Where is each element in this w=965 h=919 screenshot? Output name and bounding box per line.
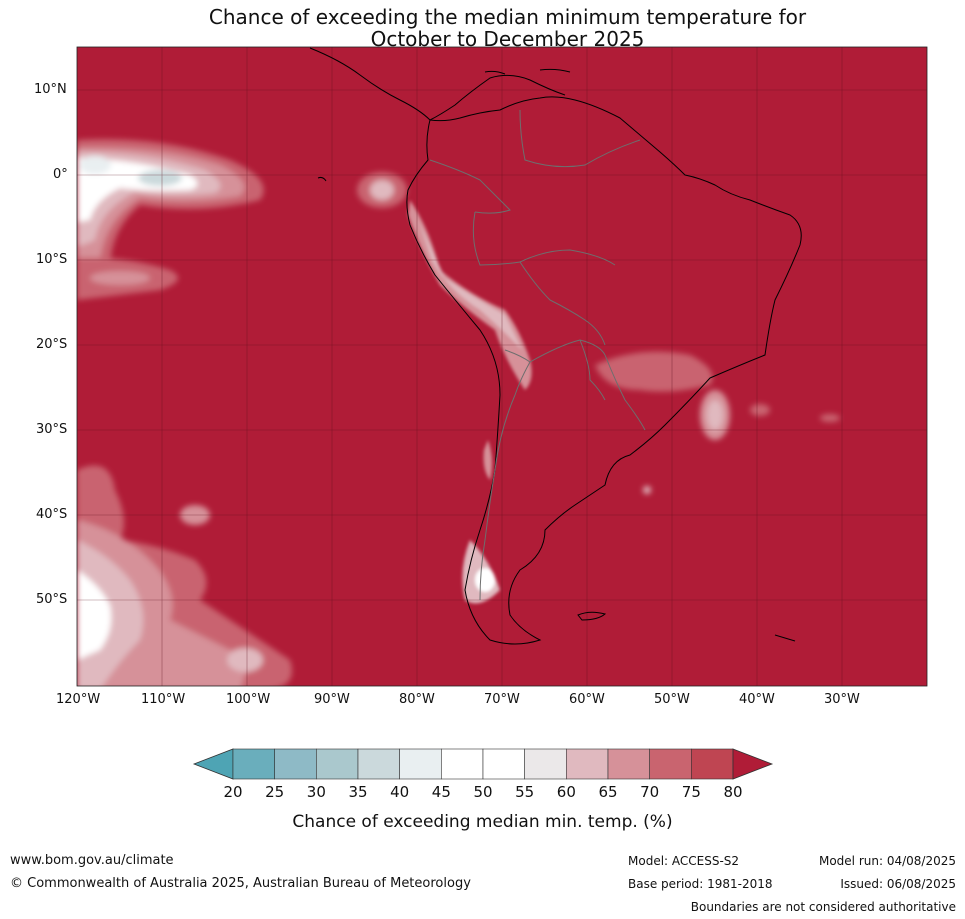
copyright-text: © Commonwealth of Australia 2025, Austra… — [10, 876, 471, 891]
colorbar-high-extend — [732, 748, 774, 780]
base-period: Base period: 1981-2018 — [628, 877, 773, 891]
lon-label-30w: 30°W — [824, 692, 860, 707]
south-georgia — [774, 634, 796, 642]
lat-label-10s: 10°S — [36, 252, 68, 267]
colorbar-low-extend — [192, 748, 234, 780]
colorbar-cell — [649, 748, 692, 780]
lat-label-50s: 50°S — [36, 592, 68, 607]
south-atlantic-patch — [595, 351, 840, 494]
lat-label-40s: 40°S — [36, 507, 68, 522]
colorbar-tick-label: 60 — [556, 783, 576, 801]
colorbar-tick-label: 75 — [681, 783, 701, 801]
colorbar — [192, 748, 774, 780]
graticule — [77, 47, 927, 686]
colorbar-cell — [607, 748, 650, 780]
model-run-date: Model run: 04/08/2025 — [818, 854, 956, 868]
country-borders — [429, 109, 646, 601]
colorbar-cell — [691, 748, 734, 780]
colorbar-cell — [524, 748, 567, 780]
map-title-line-1: Chance of exceeding the median minimum t… — [208, 5, 807, 29]
colorbar-cell — [274, 748, 317, 780]
lon-label-120w: 120°W — [56, 692, 101, 707]
colorbar-tick-label: 40 — [390, 783, 410, 801]
map-frame — [76, 46, 928, 687]
colorbar-tick-label: 50 — [473, 783, 493, 801]
colorbar-cell — [316, 748, 359, 780]
lon-label-70w: 70°W — [484, 692, 520, 707]
lon-label-90w: 90°W — [314, 692, 350, 707]
colorbar-cell — [357, 748, 400, 780]
colorbar-cells — [232, 748, 734, 780]
lat-label-0: 0° — [53, 167, 68, 182]
colorbar-tick-label: 80 — [723, 783, 743, 801]
colorbar-tick-label: 45 — [431, 783, 451, 801]
boundaries-disclaimer: Boundaries are not considered authoritat… — [690, 900, 956, 914]
lon-label-40w: 40°W — [739, 692, 775, 707]
colorbar-tick-label: 55 — [515, 783, 535, 801]
colorbar-tick-label: 70 — [640, 783, 660, 801]
lon-label-100w: 100°W — [226, 692, 271, 707]
lon-label-60w: 60°W — [569, 692, 605, 707]
model-name: Model: ACCESS-S2 — [628, 854, 740, 868]
falklands — [577, 611, 607, 621]
central-america-coast — [309, 47, 566, 121]
colorbar-tick-label: 30 — [306, 783, 326, 801]
lat-label-30s: 30°S — [36, 422, 68, 437]
issued-date: Issued: 06/08/2025 — [840, 877, 956, 891]
probability-anomaly-patches — [77, 139, 840, 686]
colorbar-tick-label: 25 — [265, 783, 285, 801]
lon-label-110w: 110°W — [141, 692, 186, 707]
lat-label-10n: 10°N — [34, 82, 67, 97]
colorbar-label: Chance of exceeding median min. temp. (%… — [292, 812, 673, 832]
lon-label-80w: 80°W — [399, 692, 435, 707]
colorbar-tick-label: 65 — [598, 783, 618, 801]
south-america-coast — [406, 96, 802, 645]
equatorial-pacific-patch — [77, 139, 407, 300]
colorbar-cell — [566, 748, 609, 780]
galapagos — [317, 176, 327, 182]
lat-label-20s: 20°S — [36, 337, 68, 352]
colorbar-tick-label: 35 — [348, 783, 368, 801]
colorbar-tick-label: 20 — [223, 783, 243, 801]
coastlines — [309, 47, 802, 645]
colorbar-cell — [482, 748, 525, 780]
caribbean-islands — [484, 68, 571, 75]
lon-label-50w: 50°W — [654, 692, 690, 707]
colorbar-cell — [232, 748, 275, 780]
website-link[interactable]: www.bom.gov.au/climate — [10, 853, 174, 868]
colorbar-cell — [441, 748, 484, 780]
colorbar-cell — [399, 748, 442, 780]
map-title-line-2: October to December 2025 — [370, 27, 645, 51]
